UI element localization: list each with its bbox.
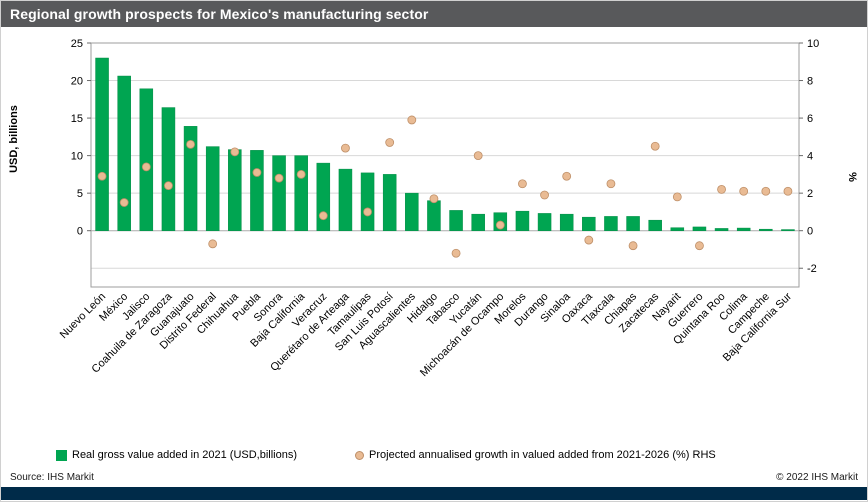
bar-Baja California Sur xyxy=(781,229,795,231)
right-axis-tick-label: 2 xyxy=(807,188,813,200)
left-axis-tick-label: 0 xyxy=(77,226,83,238)
bar-series-label: Real gross value added in 2021 (USD,bill… xyxy=(72,449,298,461)
dot-Tlaxcala xyxy=(606,179,616,189)
bar-Yucatán xyxy=(471,213,485,231)
scatter-series-swatch-icon xyxy=(355,450,365,460)
bar-Jalisco xyxy=(139,88,154,231)
dot-Baja California Sur xyxy=(783,186,793,196)
dot-Nayarit xyxy=(672,192,682,202)
bar-San Luis Potosí xyxy=(382,174,397,231)
bar-Chihuahua xyxy=(228,149,242,231)
left-axis-tick-label: 5 xyxy=(77,188,83,200)
dot-Distrito Federal xyxy=(208,239,218,249)
chart-legend: Real gross value added in 2021 (USD,bill… xyxy=(1,443,867,467)
dot-Jalisco xyxy=(141,162,151,172)
dot-Michoacán de Ocampo xyxy=(495,220,505,230)
bar-Oaxaca xyxy=(582,216,596,231)
dot-Yucatán xyxy=(473,151,483,161)
dot-Zacatecas xyxy=(650,141,660,151)
dot-Sinaloa xyxy=(562,171,572,181)
copyright-note: © 2022 IHS Markit xyxy=(776,471,858,483)
dot-San Luis Potosí xyxy=(385,138,395,147)
bar-Sinaloa xyxy=(559,213,574,231)
bar-Puebla xyxy=(250,150,264,231)
bar-Distrito Federal xyxy=(205,146,220,231)
bar-Guerrero xyxy=(692,226,707,231)
dot-Chihuahua xyxy=(230,147,240,157)
dot-Guerrero xyxy=(695,241,704,251)
bar-Nuevo León xyxy=(95,57,109,231)
left-axis-title: USD, billions xyxy=(8,105,20,173)
dot-Quintana Roo xyxy=(717,184,726,194)
legend-item-bar-series: Real gross value added in 2021 (USD,bill… xyxy=(56,449,297,461)
dot-Sonora xyxy=(274,173,284,183)
right-axis-tick-label: 8 xyxy=(807,76,813,88)
dot-Nuevo León xyxy=(97,171,107,181)
bar-Querétaro de Arteaga xyxy=(338,168,353,231)
chart-footer: Source: IHS Markit © 2022 IHS Markit xyxy=(1,467,867,487)
dot-Hidalgo xyxy=(429,194,439,204)
bar-México xyxy=(117,75,131,231)
bar-Coahuila de Zaragoza xyxy=(161,107,176,231)
right-axis-tick-label: 10 xyxy=(807,38,819,50)
bar-Aguascalientes xyxy=(405,192,419,231)
bar-Sonora xyxy=(272,155,286,231)
bar-Chiapas xyxy=(626,216,640,231)
dot-Coahuila de Zaragoza xyxy=(164,181,173,191)
bar-Tamaulipas xyxy=(360,172,375,231)
brand-bar xyxy=(1,487,867,500)
dot-Veracruz xyxy=(318,211,328,221)
dot-Aguascalientes xyxy=(407,115,417,125)
bar-Nayarit xyxy=(670,227,685,231)
bar-Guanajuato xyxy=(183,126,198,231)
dot-Baja California xyxy=(296,169,306,179)
left-axis-tick-label: 20 xyxy=(71,76,83,88)
bar-Veracruz xyxy=(316,162,331,231)
source-note: Source: IHS Markit xyxy=(10,471,94,483)
left-axis-tick-label: 25 xyxy=(71,38,83,50)
right-axis-title: % xyxy=(846,172,858,182)
scatter-series-label: Projected annualised growth in valued ad… xyxy=(369,449,716,461)
dot-Guanajuato xyxy=(186,139,195,149)
right-axis-tick-label: 6 xyxy=(807,113,813,125)
dot-Durango xyxy=(540,190,549,200)
dot-Querétaro de Arteaga xyxy=(341,143,350,153)
dot-Campeche xyxy=(761,186,771,196)
right-axis-tick-label: 0 xyxy=(807,226,813,238)
chart-title: Regional growth prospects for Mexico's m… xyxy=(10,6,429,22)
bar-Morelos xyxy=(515,210,530,231)
left-axis-tick-label: 15 xyxy=(71,113,83,125)
dot-Oaxaca xyxy=(584,235,594,245)
bar-Colima xyxy=(736,227,751,231)
bar-Tabasco xyxy=(449,210,463,231)
dot-Tamaulipas xyxy=(363,207,372,217)
plot-frame xyxy=(90,42,800,288)
bar-Durango xyxy=(537,213,552,231)
bar-Tlaxcala xyxy=(604,216,618,231)
bar-series-swatch-icon xyxy=(56,449,67,461)
bar-Hidalgo xyxy=(427,200,441,231)
legend-item-scatter-series: Projected annualised growth in valued ad… xyxy=(355,449,716,461)
dot-Tabasco xyxy=(451,248,461,258)
bar-Campeche xyxy=(759,228,773,231)
bar-Baja California xyxy=(294,155,308,231)
bar-Zacatecas xyxy=(648,219,662,231)
right-axis-tick-label: -2 xyxy=(807,263,817,275)
right-axis-tick-label: 4 xyxy=(807,151,813,163)
dot-México xyxy=(119,198,129,207)
dot-Colima xyxy=(739,186,749,196)
bar-Quintana Roo xyxy=(714,228,729,231)
dot-Morelos xyxy=(518,179,527,189)
left-axis-tick-label: 10 xyxy=(71,151,83,163)
chart-title-bar: Regional growth prospects for Mexico's m… xyxy=(1,1,867,27)
dot-Chiapas xyxy=(628,241,638,251)
dot-Puebla xyxy=(252,168,262,177)
